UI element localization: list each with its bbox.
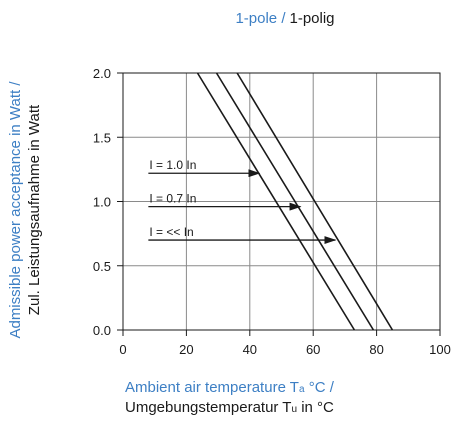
annotation-label-3: I = << In xyxy=(149,225,193,239)
chart-title-german: 1-polig xyxy=(290,10,335,27)
x-tick-label: 100 xyxy=(429,342,451,357)
chart-title-english: 1-pole / xyxy=(235,10,286,27)
series-line-3 xyxy=(236,72,394,331)
y-tick-label: 0.5 xyxy=(93,259,111,274)
x-tick-label: 20 xyxy=(179,342,193,357)
y-tick-label: 1.0 xyxy=(93,195,111,210)
x-tick-label: 60 xyxy=(306,342,320,357)
y-tick-label: 1.5 xyxy=(93,130,111,145)
annotation-label-1: I = 1.0 In xyxy=(149,158,196,172)
y-axis-label-german: Zul. Leistungsaufnahme in Watt xyxy=(26,104,43,315)
x-tick-label: 0 xyxy=(119,342,126,357)
x-axis-label-german: Umgebungstemperatur Tu in °C xyxy=(125,399,334,416)
chart-title: 1-pole /1-polig xyxy=(235,10,334,27)
series-line-2 xyxy=(215,72,375,331)
series-lines xyxy=(196,72,394,331)
annotations: I = 1.0 In I = 0.7 In I = << In xyxy=(148,158,337,245)
grid xyxy=(123,73,440,330)
y-axis-label: Admissible power acceptance in Watt / Zu… xyxy=(7,81,43,339)
annotation-label-2: I = 0.7 In xyxy=(149,192,196,206)
y-tick-label: 0.0 xyxy=(93,323,111,338)
x-tick-label: 80 xyxy=(369,342,383,357)
x-axis-label-english: Ambient air temperature Ta °C / xyxy=(125,379,335,396)
axes: 0 20 40 60 80 100 0.0 0.5 1.0 1.5 2.0 xyxy=(93,66,451,357)
series-line-1 xyxy=(196,72,356,331)
y-axis-label-english: Admissible power acceptance in Watt / xyxy=(7,81,24,339)
y-tick-label: 2.0 xyxy=(93,66,111,81)
x-tick-label: 40 xyxy=(243,342,257,357)
